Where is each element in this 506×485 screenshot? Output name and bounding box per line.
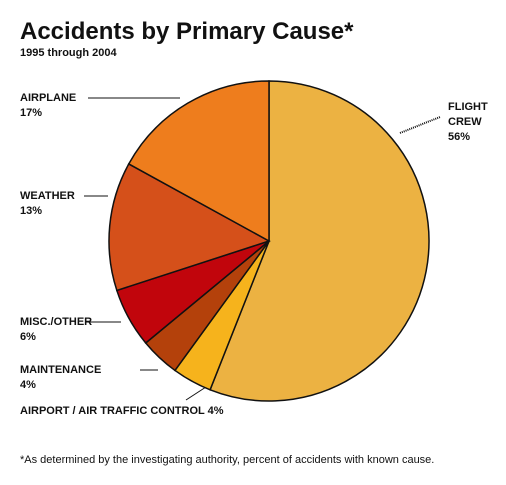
slice-label: WEATHER 13% xyxy=(20,189,75,219)
slice-label: AIRPLANE 17% xyxy=(20,91,76,121)
category-label: FLIGHT CREW xyxy=(448,101,488,128)
value-label: 6% xyxy=(20,331,36,343)
leaders xyxy=(84,97,441,401)
category-label: AIRPORT / AIR TRAFFIC CONTROL xyxy=(20,405,205,417)
category-label: WEATHER xyxy=(20,190,75,202)
leader-line xyxy=(399,116,441,134)
value-label: 17% xyxy=(20,107,43,119)
slice-label: AIRPORT / AIR TRAFFIC CONTROL 4% xyxy=(20,404,224,419)
value-label: 4% xyxy=(207,405,224,417)
value-label: 4% xyxy=(20,379,36,391)
chart-title: Accidents by Primary Cause* xyxy=(20,18,354,45)
value-label: 56% xyxy=(448,131,471,143)
chart-subtitle: 1995 through 2004 xyxy=(20,47,117,59)
pie-slice xyxy=(209,80,430,402)
slice-label: MISC./OTHER 6% xyxy=(20,315,92,345)
category-label: MAINTENANCE xyxy=(20,364,102,376)
footnote: *As determined by the investigating auth… xyxy=(20,454,435,466)
leader-line xyxy=(185,386,207,401)
category-label: MISC./OTHER xyxy=(20,316,93,328)
value-label: 13% xyxy=(20,205,43,217)
slice-label: FLIGHT CREW 56% xyxy=(448,100,498,145)
pie-slice xyxy=(108,162,271,292)
category-label: AIRPLANE xyxy=(20,92,77,104)
slice-label: MAINTENANCE 4% xyxy=(20,363,101,393)
pie-slice xyxy=(127,80,270,243)
